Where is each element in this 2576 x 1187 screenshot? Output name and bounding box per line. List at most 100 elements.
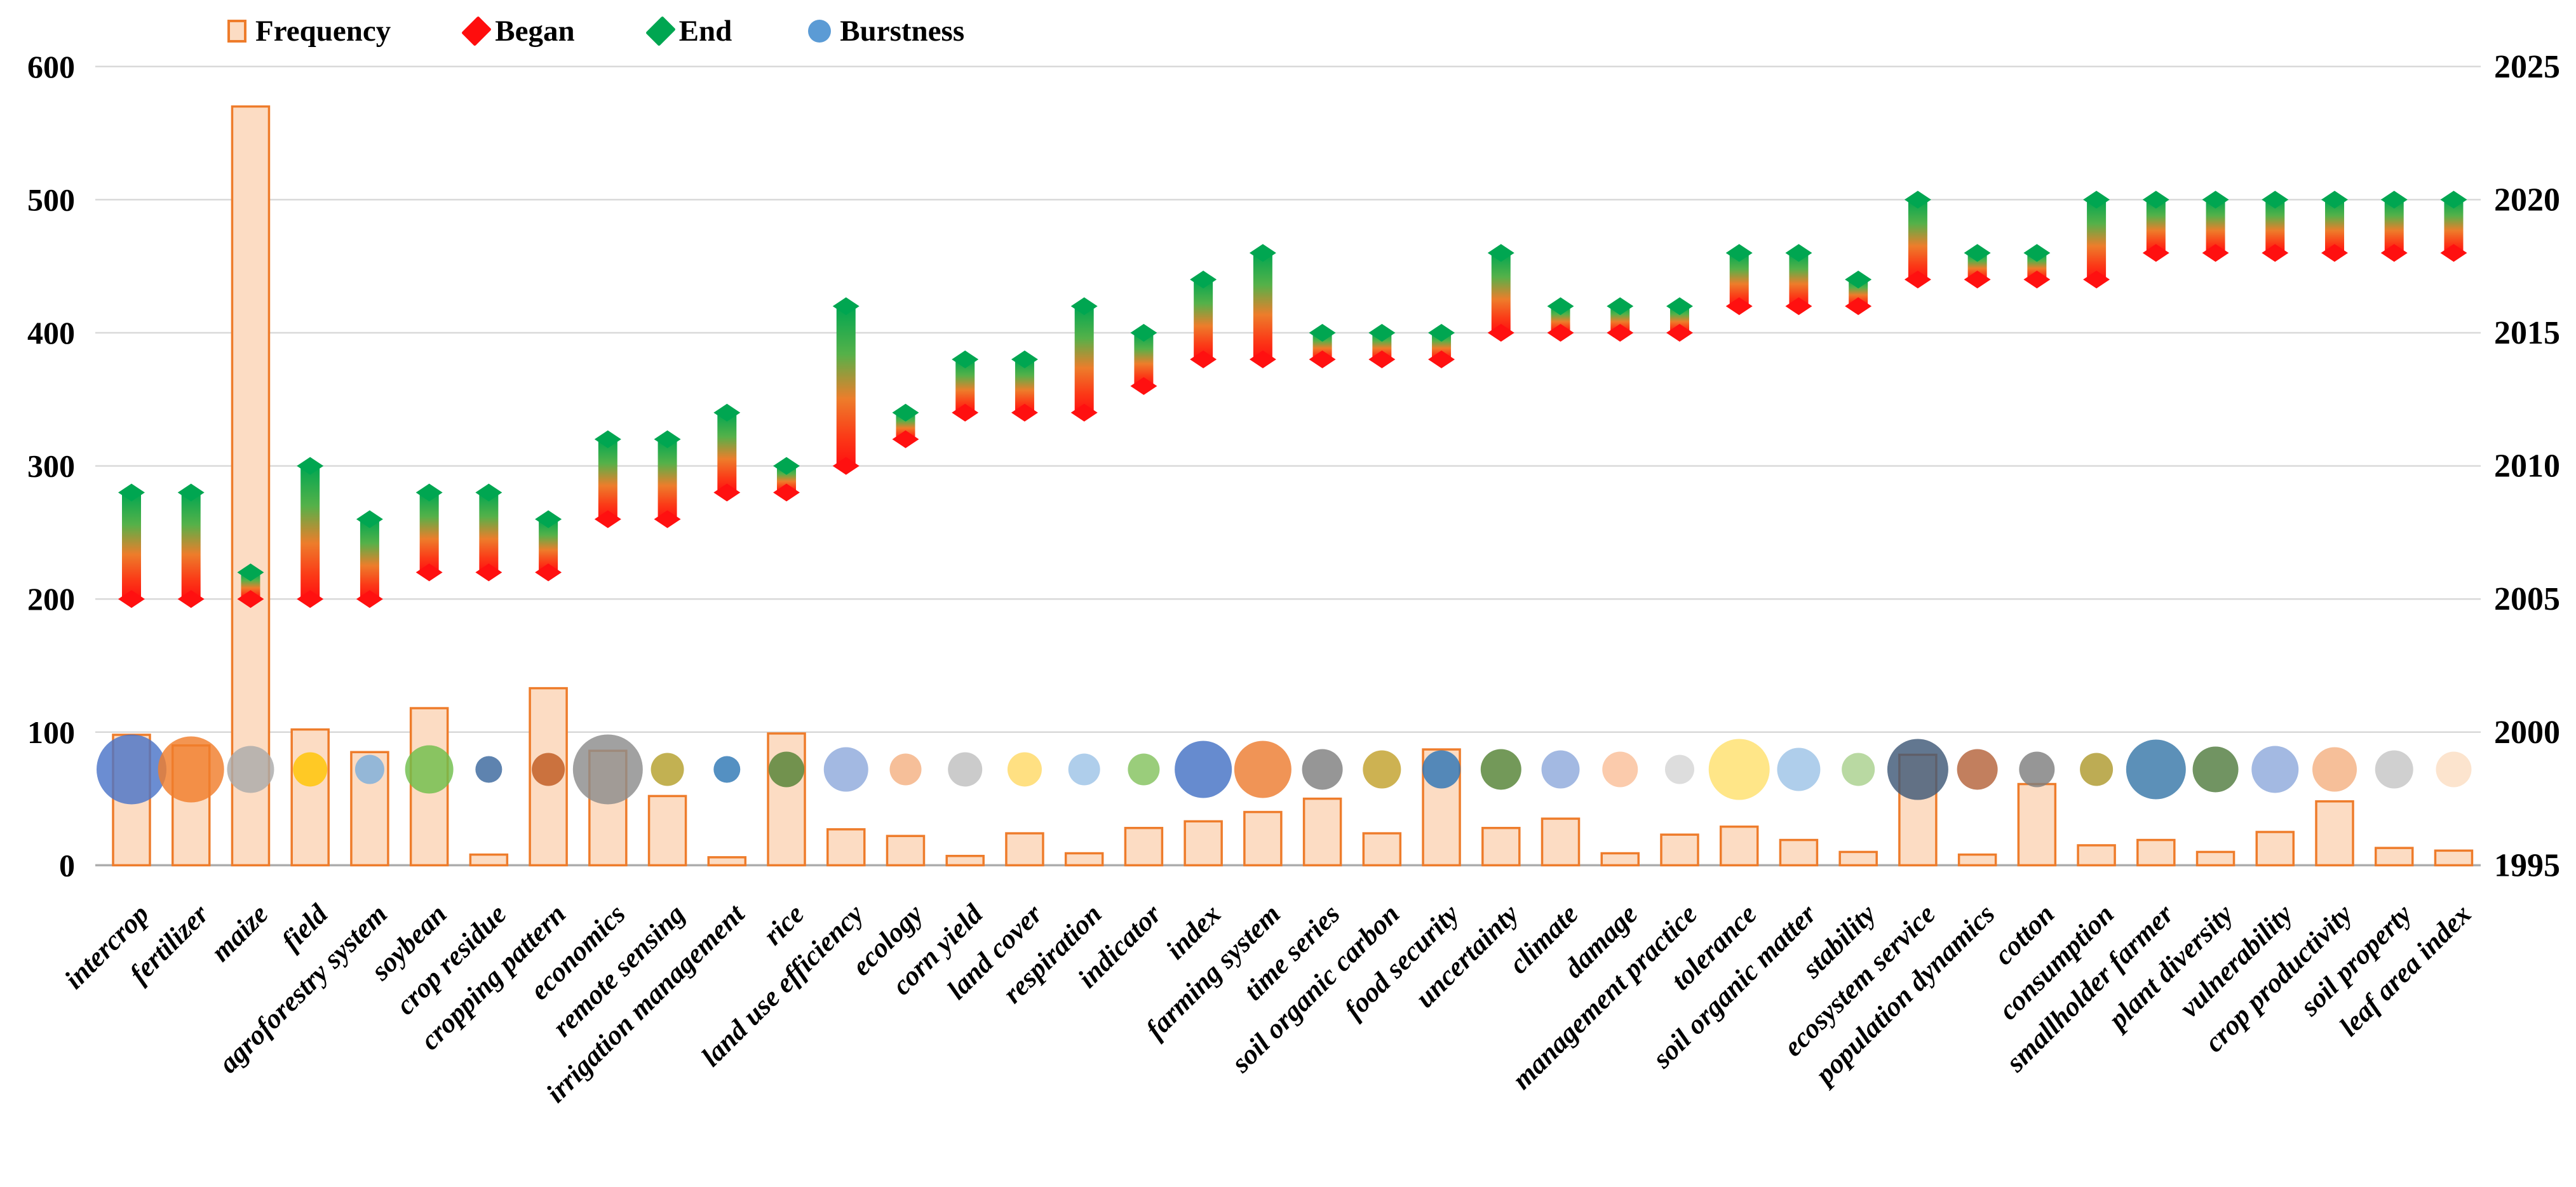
end-diamond-marker (2083, 191, 2110, 209)
began-diamond-marker (2380, 244, 2408, 262)
frequency-bar (1838, 850, 1878, 867)
burstness-bubble (1302, 749, 1343, 790)
end-diamond-marker (535, 510, 562, 528)
frequency-bar (1005, 832, 1044, 867)
burstness-bubble (1541, 750, 1580, 789)
end-diamond-marker (1845, 271, 1872, 289)
began-diamond-marker (297, 590, 324, 608)
began-diamond-marker (356, 590, 383, 608)
burst-range (1309, 324, 1336, 368)
end-diamond-marker (1309, 324, 1336, 342)
burstness-bubble (2375, 750, 2413, 789)
burstness-bubble (475, 756, 502, 783)
burstness-bubble (1068, 753, 1100, 786)
end-diamond-marker (1547, 297, 1574, 316)
began-diamond-marker (1607, 324, 1634, 342)
burstness-bubble (293, 752, 328, 787)
right-axis-tick-label: 2005 (2494, 581, 2560, 617)
left-axis-tick-label: 500 (27, 182, 75, 217)
burst-range (1011, 350, 1038, 422)
right-axis-tick-label: 1995 (2494, 847, 2560, 883)
began-diamond-marker (177, 590, 205, 608)
frequency-bar (1600, 852, 1640, 867)
began-diamond-marker (237, 590, 264, 608)
legend-item-end: End (645, 14, 732, 48)
burst-range (1845, 271, 1872, 316)
end-diamond-marker (713, 403, 741, 422)
began-diamond-marker (475, 563, 502, 582)
end-diamond-marker (356, 510, 383, 528)
frequency-bar (1719, 825, 1759, 867)
began-diamond-marker (1249, 350, 1276, 368)
burst-range (594, 430, 621, 528)
legend-label: Began (495, 15, 575, 48)
began-diamond-marker (594, 510, 621, 528)
frequency-bar (2315, 800, 2354, 867)
began-diamond-marker (1487, 324, 1514, 342)
frequency-bar (1541, 817, 1581, 867)
burstness-bubble (1957, 749, 1998, 790)
burstness-bubble (1480, 749, 1521, 790)
end-diamond-marker (1368, 324, 1396, 342)
end-diamond-marker (475, 483, 502, 502)
began-diamond-marker (2262, 244, 2289, 262)
burst-range (1249, 244, 1276, 368)
burstness-bubble (1422, 750, 1461, 789)
burst-range (1428, 324, 1455, 368)
burstness-bubble (1777, 748, 1821, 791)
left-axis-tick-label: 100 (27, 714, 75, 750)
frequency-bar (290, 728, 330, 867)
began-diamond-marker (952, 403, 979, 422)
end-diamond-marker (2321, 191, 2349, 209)
began-diamond-marker (2023, 271, 2051, 289)
end-diamond-marker (2202, 191, 2229, 209)
burst-range (415, 483, 443, 582)
right-axis-tick-label: 2010 (2494, 448, 2560, 485)
frequency-bar (1243, 810, 1283, 867)
chart-legend: Frequency Began End Burstness (227, 14, 1041, 48)
burstness-bubble (97, 734, 166, 805)
began-diamond-marker (1368, 350, 1396, 368)
burstness-bubble (1363, 750, 1401, 789)
burst-range (1785, 244, 1812, 316)
burstness-bubble (823, 747, 868, 792)
began-diamond-marker (1725, 297, 1753, 316)
burst-range (1547, 297, 1574, 342)
frequency-bar (2136, 838, 2176, 867)
burst-range (1487, 244, 1514, 342)
burstness-bubble (1887, 739, 1948, 800)
burst-range (832, 297, 860, 475)
legend-label: End (678, 15, 732, 48)
burstness-bubble (405, 745, 454, 794)
end-diamond-marker (654, 430, 681, 448)
end-diamond-marker (1725, 244, 1753, 262)
end-diamond-marker (297, 457, 324, 475)
began-diamond-marker (1190, 350, 1217, 368)
burst-range (297, 457, 324, 608)
end-diamond-marker (832, 297, 860, 316)
end-diamond-marker (1964, 244, 1991, 262)
burstness-bubble (713, 756, 741, 783)
burstness-bubble (227, 746, 274, 793)
left-axis-tick-label: 0 (59, 847, 75, 883)
burstness-bubble (2436, 751, 2472, 788)
burst-range (1190, 271, 1217, 368)
end-diamond-marker (594, 430, 621, 448)
began-diamond-marker (118, 590, 145, 608)
left-axis-tick-label: 300 (27, 448, 75, 484)
legend-item-burstness: Burstness (808, 14, 964, 48)
burst-range (892, 403, 919, 448)
burst-range (2440, 191, 2467, 262)
burstness-bubble (1664, 754, 1694, 784)
began-diamond-marker (1845, 297, 1872, 316)
burst-range (177, 483, 205, 608)
began-diamond-marker (2440, 244, 2467, 262)
frequency-bar (1779, 838, 1819, 867)
frequency-bar (231, 105, 271, 867)
left-axis-tick-label: 400 (27, 315, 75, 351)
burst-range (1666, 297, 1693, 342)
began-diamond-marker (1547, 324, 1574, 342)
burstness-bubble (769, 751, 805, 788)
